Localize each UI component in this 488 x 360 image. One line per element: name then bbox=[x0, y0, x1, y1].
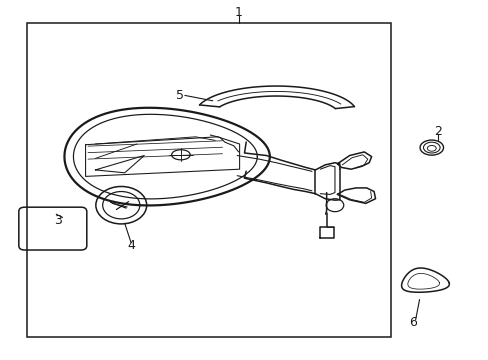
Text: 6: 6 bbox=[408, 316, 416, 329]
Text: 4: 4 bbox=[127, 239, 135, 252]
Text: 1: 1 bbox=[234, 6, 242, 19]
Text: 2: 2 bbox=[433, 125, 441, 138]
Text: 5: 5 bbox=[176, 89, 183, 102]
Text: 3: 3 bbox=[54, 214, 61, 227]
